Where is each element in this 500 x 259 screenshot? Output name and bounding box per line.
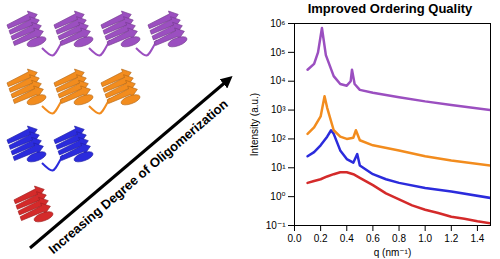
svg-text:Increasing Degree of Oligomeri: Increasing Degree of Oligomerization	[45, 96, 230, 257]
svg-text:10⁰: 10⁰	[270, 191, 285, 202]
svg-text:q (nm⁻¹): q (nm⁻¹)	[374, 247, 412, 258]
svg-text:10⁶: 10⁶	[270, 18, 285, 29]
svg-text:0.2: 0.2	[314, 233, 328, 244]
svg-text:1.2: 1.2	[444, 233, 458, 244]
svg-text:10¹: 10¹	[271, 162, 286, 173]
svg-text:0.0: 0.0	[288, 233, 302, 244]
svg-text:1.4: 1.4	[470, 233, 484, 244]
svg-text:0.6: 0.6	[366, 233, 380, 244]
svg-text:10⁴: 10⁴	[270, 75, 285, 86]
svg-text:10³: 10³	[271, 104, 286, 115]
svg-text:1.0: 1.0	[418, 233, 432, 244]
svg-text:0.8: 0.8	[392, 233, 406, 244]
svg-text:0.4: 0.4	[340, 233, 354, 244]
svg-text:10⁵: 10⁵	[270, 47, 285, 58]
svg-text:Intensity (a.u.): Intensity (a.u.)	[249, 93, 260, 156]
svg-text:10²: 10²	[271, 133, 286, 144]
svg-text:10⁻¹: 10⁻¹	[266, 220, 286, 231]
html-text:Improved Ordering Quality: Improved Ordering Quality	[307, 1, 473, 16]
